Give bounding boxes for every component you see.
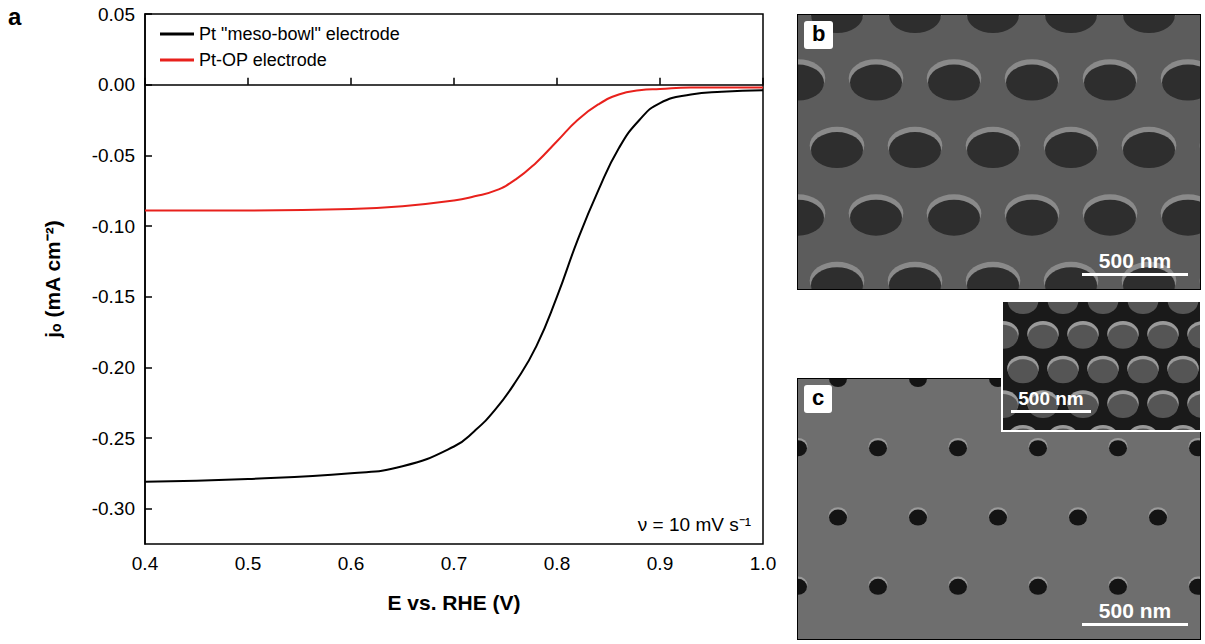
svg-text:0.00: 0.00 [98,74,135,95]
svg-text:a: a [8,3,22,30]
svg-text:-0.25: -0.25 [92,428,135,449]
svg-text:0.5: 0.5 [235,553,261,574]
svg-text:0.8: 0.8 [544,553,570,574]
svg-text:E vs. RHE (V): E vs. RHE (V) [387,591,520,614]
svg-text:0.9: 0.9 [647,553,673,574]
html-text:500 nm: 500 nm [1018,388,1084,409]
svg-text:jₒ (mA cm⁻²): jₒ (mA cm⁻²) [41,220,64,339]
html-text:c: c [812,385,825,410]
html-text:b: b [812,21,826,46]
svg-text:1.0: 1.0 [750,553,776,574]
svg-text:0.7: 0.7 [441,553,467,574]
html-text:500 nm: 500 nm [1098,599,1172,622]
svg-text:0.05: 0.05 [98,4,135,25]
html-text:500 nm: 500 nm [1098,249,1172,272]
svg-text:-0.15: -0.15 [92,286,135,307]
svg-text:Pt "meso-bowl" electrode: Pt "meso-bowl" electrode [199,24,400,44]
svg-text:0.4: 0.4 [132,553,159,574]
svg-text:-0.05: -0.05 [92,145,135,166]
svg-text:ν = 10 mV s⁻¹: ν = 10 mV s⁻¹ [638,514,751,535]
svg-text:-0.20: -0.20 [92,357,135,378]
svg-text:Pt-OP electrode: Pt-OP electrode [199,50,327,70]
svg-text:0.6: 0.6 [338,553,364,574]
svg-text:-0.30: -0.30 [92,498,135,519]
svg-text:-0.10: -0.10 [92,216,135,237]
